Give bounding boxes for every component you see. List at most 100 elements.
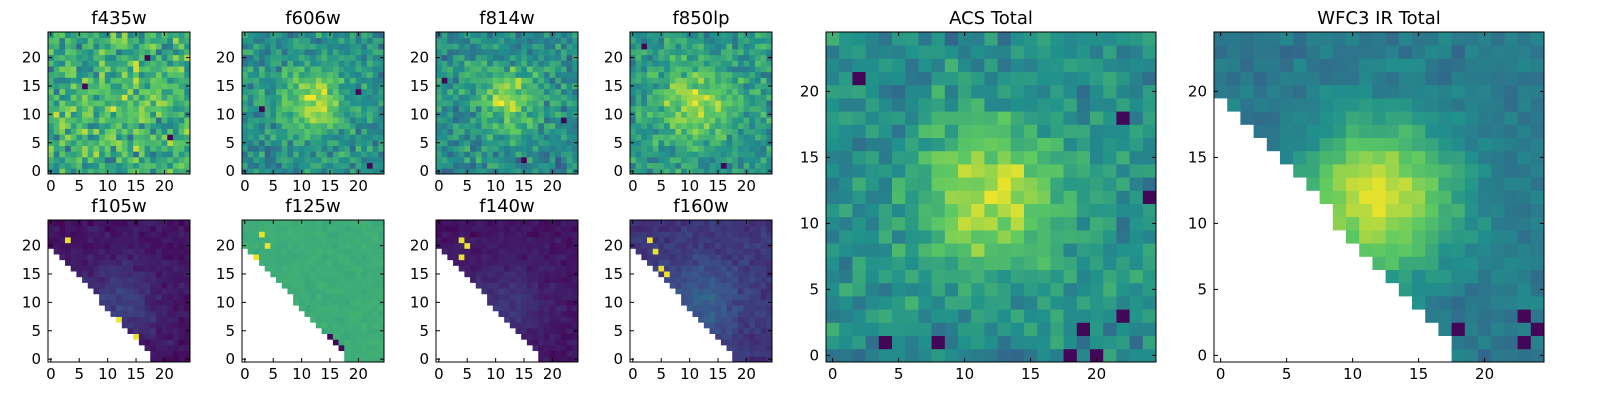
x-tick-label: 15 (514, 177, 533, 195)
heatmap-cell (378, 225, 385, 232)
heatmap-cell (127, 151, 134, 158)
heatmap-cell (264, 220, 271, 227)
heatmap-cell (526, 77, 533, 84)
heatmap-cell (121, 282, 128, 289)
heatmap-cell (766, 156, 773, 164)
heatmap-cell (344, 316, 351, 323)
heatmap-cell (698, 122, 705, 129)
heatmap-cell (749, 162, 756, 169)
heatmap-cell (110, 282, 117, 289)
heatmap-cell (133, 128, 140, 135)
heatmap-cell (298, 37, 305, 44)
heatmap-cell (1010, 216, 1025, 231)
heatmap-cell (698, 248, 705, 255)
heatmap-cell (709, 111, 716, 118)
heatmap-cell (138, 333, 145, 340)
heatmap-cell (436, 71, 443, 78)
heatmap-cell (470, 242, 477, 249)
heatmap-cell (737, 288, 744, 295)
heatmap-cell (167, 37, 174, 44)
heatmap-cell (344, 122, 351, 129)
heatmap-cell (754, 327, 762, 334)
heatmap-cell (826, 164, 840, 178)
heatmap-cell (487, 288, 494, 295)
heatmap-cell (281, 220, 288, 227)
heatmap-cell (703, 168, 710, 175)
heatmap-cell (543, 43, 550, 50)
heatmap-cell (997, 216, 1012, 231)
heatmap-cell (760, 231, 767, 238)
heatmap-cell (48, 162, 55, 169)
heatmap-cell (315, 94, 322, 101)
heatmap-cell (698, 231, 705, 238)
heatmap-cell (87, 122, 94, 129)
heatmap-cell (658, 71, 665, 78)
heatmap-cell (754, 333, 762, 340)
heatmap-cell (1076, 216, 1091, 231)
heatmap-cell (321, 77, 328, 84)
heatmap-cell (532, 105, 539, 112)
heatmap-cell (720, 43, 727, 50)
heatmap-cell (865, 190, 880, 204)
heatmap-cell (931, 111, 946, 125)
heatmap-cell (686, 156, 693, 164)
heatmap-cell (681, 43, 688, 50)
heatmap-cell (93, 88, 100, 95)
heatmap-cell (566, 322, 573, 329)
heatmap-cell (647, 32, 654, 39)
heatmap-cell (686, 54, 693, 61)
heatmap-cell (766, 282, 773, 289)
heatmap-cell (766, 305, 773, 312)
heatmap-cell (487, 54, 494, 61)
heatmap-cell (155, 71, 162, 78)
heatmap-cell (1076, 256, 1091, 270)
heatmap-cell (470, 105, 477, 112)
heatmap-cell (82, 49, 89, 56)
heatmap-cell (538, 305, 545, 312)
heatmap-cell (743, 327, 750, 334)
heatmap-cell (110, 117, 117, 124)
heatmap-cell (826, 190, 840, 204)
heatmap-cell (572, 305, 579, 312)
heatmap-cell (1010, 243, 1025, 257)
heatmap-cell (150, 162, 157, 169)
heatmap-cell (1090, 177, 1104, 191)
heatmap-cell (99, 122, 106, 129)
heatmap-cell (515, 32, 522, 39)
heatmap-cell (526, 168, 533, 175)
heatmap-cell (743, 162, 750, 169)
heatmap-cell (1024, 243, 1038, 257)
heatmap-cell (1024, 84, 1038, 99)
heatmap-cell (732, 100, 739, 107)
heatmap-cell (560, 271, 568, 278)
heatmap-cell (521, 151, 528, 158)
heatmap-cell (647, 77, 654, 84)
heatmap-cell (464, 37, 471, 44)
heatmap-cell (560, 43, 568, 50)
heatmap-cell (82, 162, 89, 169)
x-tick-label: 20 (349, 177, 368, 195)
heatmap-cell (464, 259, 471, 266)
heatmap-cell (321, 156, 328, 164)
heatmap-cell (635, 168, 642, 175)
heatmap-cell (161, 225, 168, 232)
heatmap-cell (161, 293, 168, 300)
heatmap-cell (133, 293, 140, 300)
heatmap-cell (138, 265, 145, 272)
heatmap-cell (447, 111, 454, 118)
heatmap-cell (242, 71, 249, 78)
heatmap-cell (338, 271, 345, 278)
heatmap-cell (475, 168, 482, 175)
heatmap-cell (161, 60, 168, 67)
heatmap-cell (892, 98, 906, 112)
heatmap-cell (997, 243, 1012, 257)
heatmap-cell (293, 293, 300, 300)
heatmap-cell (737, 111, 744, 118)
heatmap-cell (70, 60, 77, 67)
heatmap-cell (116, 88, 123, 95)
heatmap-cell (852, 150, 866, 165)
heatmap-cell (549, 344, 556, 352)
heatmap-cell (332, 271, 339, 278)
heatmap-cell (749, 327, 756, 334)
